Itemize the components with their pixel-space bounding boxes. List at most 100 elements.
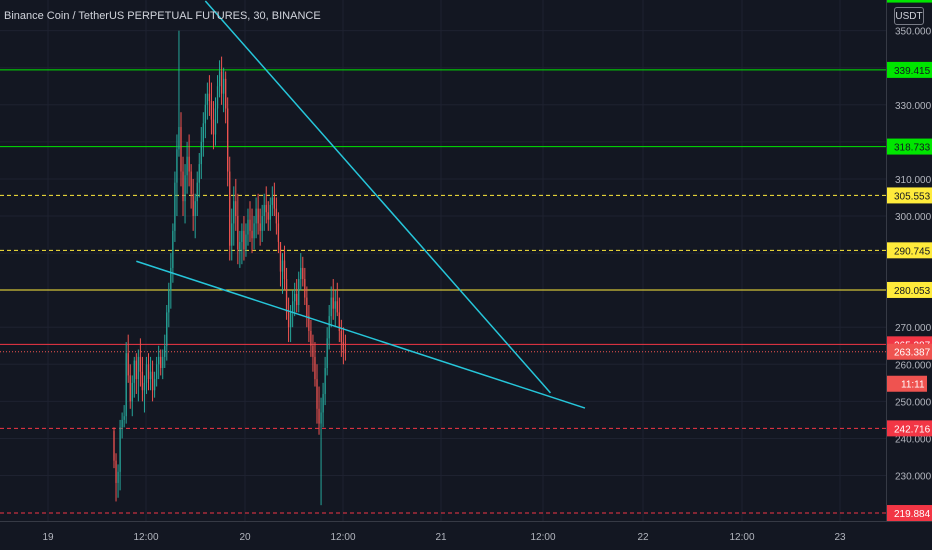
candle-body xyxy=(336,301,338,313)
candle-body xyxy=(308,316,310,331)
candle-body xyxy=(310,330,312,346)
candle-body xyxy=(300,267,302,280)
candle-body xyxy=(180,127,182,172)
candle-body xyxy=(117,471,119,483)
candle-body xyxy=(287,312,290,328)
candle-body xyxy=(326,338,328,369)
candle-body xyxy=(151,371,154,391)
candle-body xyxy=(342,342,345,350)
candle-body xyxy=(153,379,156,391)
x-tick-label: 12:00 xyxy=(530,532,555,543)
candle-body xyxy=(302,267,304,280)
candle-body xyxy=(119,427,121,472)
last-price-label-bg xyxy=(887,343,932,360)
candle-body xyxy=(227,108,229,172)
candle-body xyxy=(330,297,332,317)
candle-body xyxy=(261,216,263,231)
candle-body xyxy=(127,353,129,376)
candle-body xyxy=(291,301,294,313)
candle-body xyxy=(176,149,178,183)
candle-body xyxy=(162,356,164,369)
candle-body xyxy=(149,371,152,380)
candle-body xyxy=(275,208,278,224)
candle-body xyxy=(239,241,241,250)
level-label: 280.053 xyxy=(894,286,931,297)
countdown-bg xyxy=(887,375,927,392)
candle-body xyxy=(277,223,280,242)
candle-body xyxy=(318,408,320,424)
candle-body xyxy=(259,223,261,231)
candle-body xyxy=(160,356,162,369)
y-tick-label: 230.000 xyxy=(895,472,932,483)
candle-body xyxy=(298,279,300,305)
last-price-label: 263.387 xyxy=(894,348,931,359)
candle-body xyxy=(166,312,168,346)
x-tick-label: 23 xyxy=(834,532,846,543)
candle-body xyxy=(344,349,347,354)
candle-body xyxy=(235,201,237,217)
candle-body xyxy=(273,197,276,209)
currency-badge[interactable]: USDT xyxy=(894,7,924,25)
candle-body xyxy=(255,208,257,224)
candle-body xyxy=(285,279,288,313)
candle-body xyxy=(304,279,306,298)
candle-body xyxy=(271,197,273,205)
candle-body xyxy=(202,123,204,142)
candle-body xyxy=(222,78,225,94)
y-tick-label: 300.000 xyxy=(895,212,932,223)
candle-body xyxy=(178,127,180,150)
candle-body xyxy=(170,267,172,291)
candle-body xyxy=(296,293,298,305)
candle-body xyxy=(220,71,223,94)
candle-body xyxy=(186,156,188,176)
candle-body xyxy=(137,356,140,380)
candle-body xyxy=(340,330,343,343)
candle-body xyxy=(320,412,322,424)
candle-body xyxy=(198,164,200,183)
candle-body xyxy=(214,108,217,135)
y-tick-label: 350.000 xyxy=(895,27,932,38)
candle-body xyxy=(267,212,269,220)
candle-body xyxy=(328,316,330,339)
candle-body xyxy=(332,297,334,309)
candle-body xyxy=(113,431,115,461)
candle-body xyxy=(312,345,314,357)
countdown-label: 11:11 xyxy=(901,380,925,391)
level-label-bg xyxy=(887,0,932,3)
candle-body xyxy=(172,230,174,268)
candle-body xyxy=(121,419,123,428)
y-tick-label: 260.000 xyxy=(895,360,932,371)
candle-body xyxy=(174,182,176,231)
level-label: 242.716 xyxy=(894,424,931,435)
candle-body xyxy=(210,101,213,120)
level-label: 359.732 xyxy=(894,0,931,2)
candle-body xyxy=(233,201,235,224)
y-tick-label: 330.000 xyxy=(895,101,932,112)
candle-body xyxy=(184,175,186,202)
x-tick-label: 22 xyxy=(637,532,649,543)
candle-body xyxy=(243,230,245,250)
level-label: 305.553 xyxy=(894,191,931,202)
candle-body xyxy=(190,171,192,194)
level-label: 219.884 xyxy=(894,509,931,520)
x-tick-label: 12:00 xyxy=(729,532,754,543)
candle-body xyxy=(263,204,265,217)
candle-body xyxy=(147,364,150,380)
level-label-bg xyxy=(887,281,932,298)
y-tick-label: 310.000 xyxy=(895,175,932,186)
candle-body xyxy=(231,223,233,246)
candle-body xyxy=(251,230,253,239)
candle-body xyxy=(247,219,249,235)
candle-body xyxy=(125,353,127,417)
candle-body xyxy=(204,104,206,124)
level-label: 318.733 xyxy=(894,143,931,154)
candle-body xyxy=(225,78,227,109)
candle-body xyxy=(245,234,247,250)
candle-body xyxy=(115,460,117,483)
candle-body xyxy=(164,345,166,357)
candle-body xyxy=(123,416,125,420)
x-tick-label: 12:00 xyxy=(330,532,355,543)
candle-body xyxy=(237,216,239,250)
